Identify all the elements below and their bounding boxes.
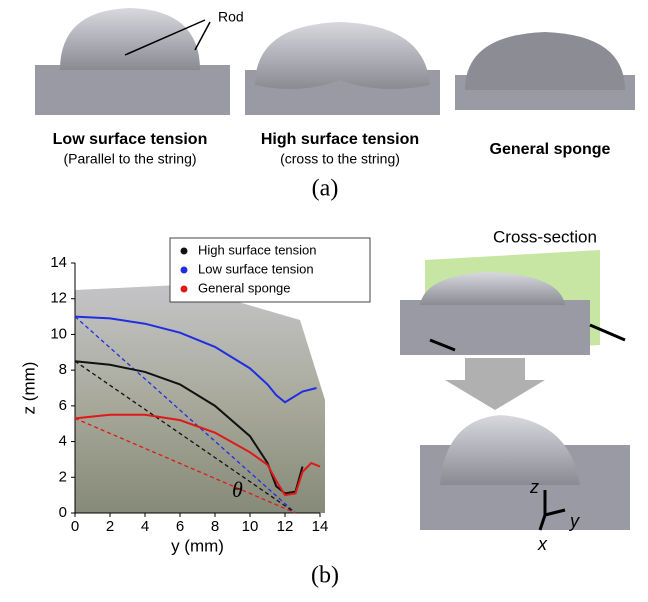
legend-label: General sponge: [198, 280, 291, 295]
axis-glyph-label: y: [568, 511, 580, 531]
x-tick-label: 8: [211, 518, 219, 535]
sample-subtitle: (Parallel to the string): [63, 151, 196, 167]
axis-glyph-label: z: [529, 477, 539, 497]
legend-marker: [181, 248, 188, 255]
y-tick-label: 4: [59, 433, 67, 450]
x-tick-label: 12: [277, 518, 294, 535]
x-tick-label: 10: [242, 518, 259, 535]
x-tick-label: 14: [312, 518, 329, 535]
sample-title: Low surface tension: [53, 131, 208, 148]
sample-title: General sponge: [490, 141, 611, 158]
y-tick-label: 10: [50, 325, 67, 342]
figure: Rod Low surface tension (Parallel to the…: [0, 0, 648, 597]
sample-render: [35, 8, 635, 115]
sample-subtitle: (cross to the string): [280, 151, 400, 167]
legend-marker: [181, 286, 188, 293]
y-tick-label: 0: [59, 504, 67, 521]
cross-section-label: Cross-section: [493, 227, 597, 246]
y-tick-label: 14: [50, 254, 67, 271]
rod-label: Rod: [218, 9, 244, 25]
legend-label: High surface tension: [198, 242, 317, 257]
y-tick-label: 2: [59, 468, 67, 485]
y-tick-label: 12: [50, 290, 67, 307]
legend-label: Low surface tension: [198, 261, 314, 276]
x-tick-label: 2: [106, 518, 114, 535]
x-tick-label: 6: [176, 518, 184, 535]
panel-label: (a): [312, 176, 339, 202]
axis-glyph-label: x: [537, 534, 548, 554]
angle-annotation: θ: [232, 477, 243, 502]
legend-marker: [181, 267, 188, 274]
y-tick-label: 6: [59, 397, 67, 414]
panel-label: (b): [311, 563, 339, 589]
x-tick-label: 0: [71, 518, 79, 535]
sample-title: High surface tension: [261, 131, 419, 148]
x-tick-label: 4: [141, 518, 149, 535]
cross-section-render: [400, 250, 630, 530]
rod-arrow: [195, 22, 210, 50]
y-axis-label: z (mm): [19, 362, 38, 415]
x-axis-label: y (mm): [171, 536, 224, 555]
y-tick-label: 8: [59, 361, 67, 378]
